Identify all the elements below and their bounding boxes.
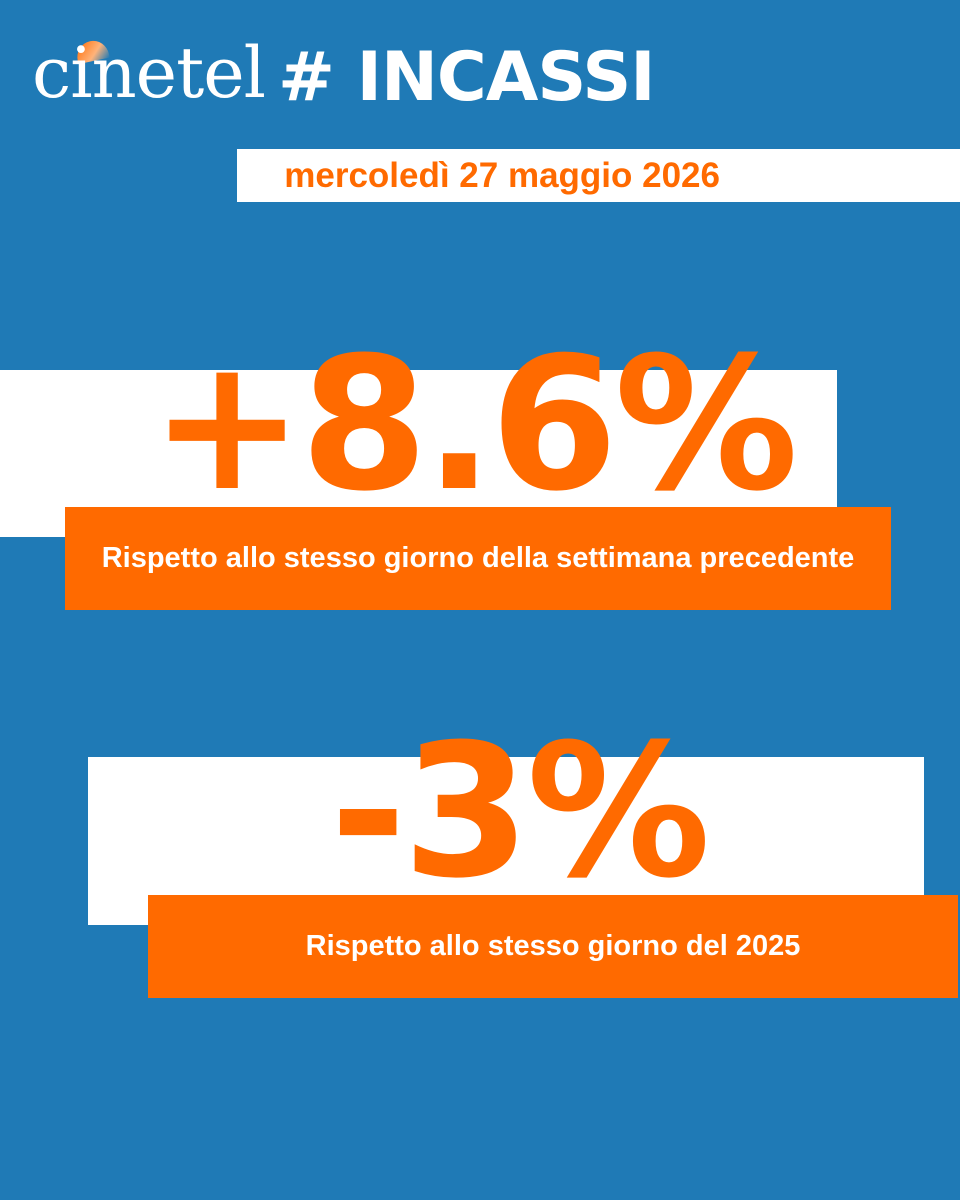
page-title: # INCASSI: [278, 38, 656, 117]
stat-1-caption-bar: Rispetto allo stesso giorno della settim…: [65, 507, 891, 610]
date-label: mercoledì 27 maggio 2026: [284, 156, 720, 195]
brand-logo: cinetel: [32, 32, 266, 114]
stat-2-caption: Rispetto allo stesso giorno del 2025: [305, 930, 801, 962]
stat-1-caption: Rispetto allo stesso giorno della settim…: [101, 542, 855, 574]
stat-2-value: -3%: [330, 705, 711, 919]
date-banner: [237, 149, 960, 202]
stat-1-value: +8.6%: [150, 318, 798, 532]
stat-2-caption-bar: Rispetto allo stesso giorno del 2025: [148, 895, 958, 998]
